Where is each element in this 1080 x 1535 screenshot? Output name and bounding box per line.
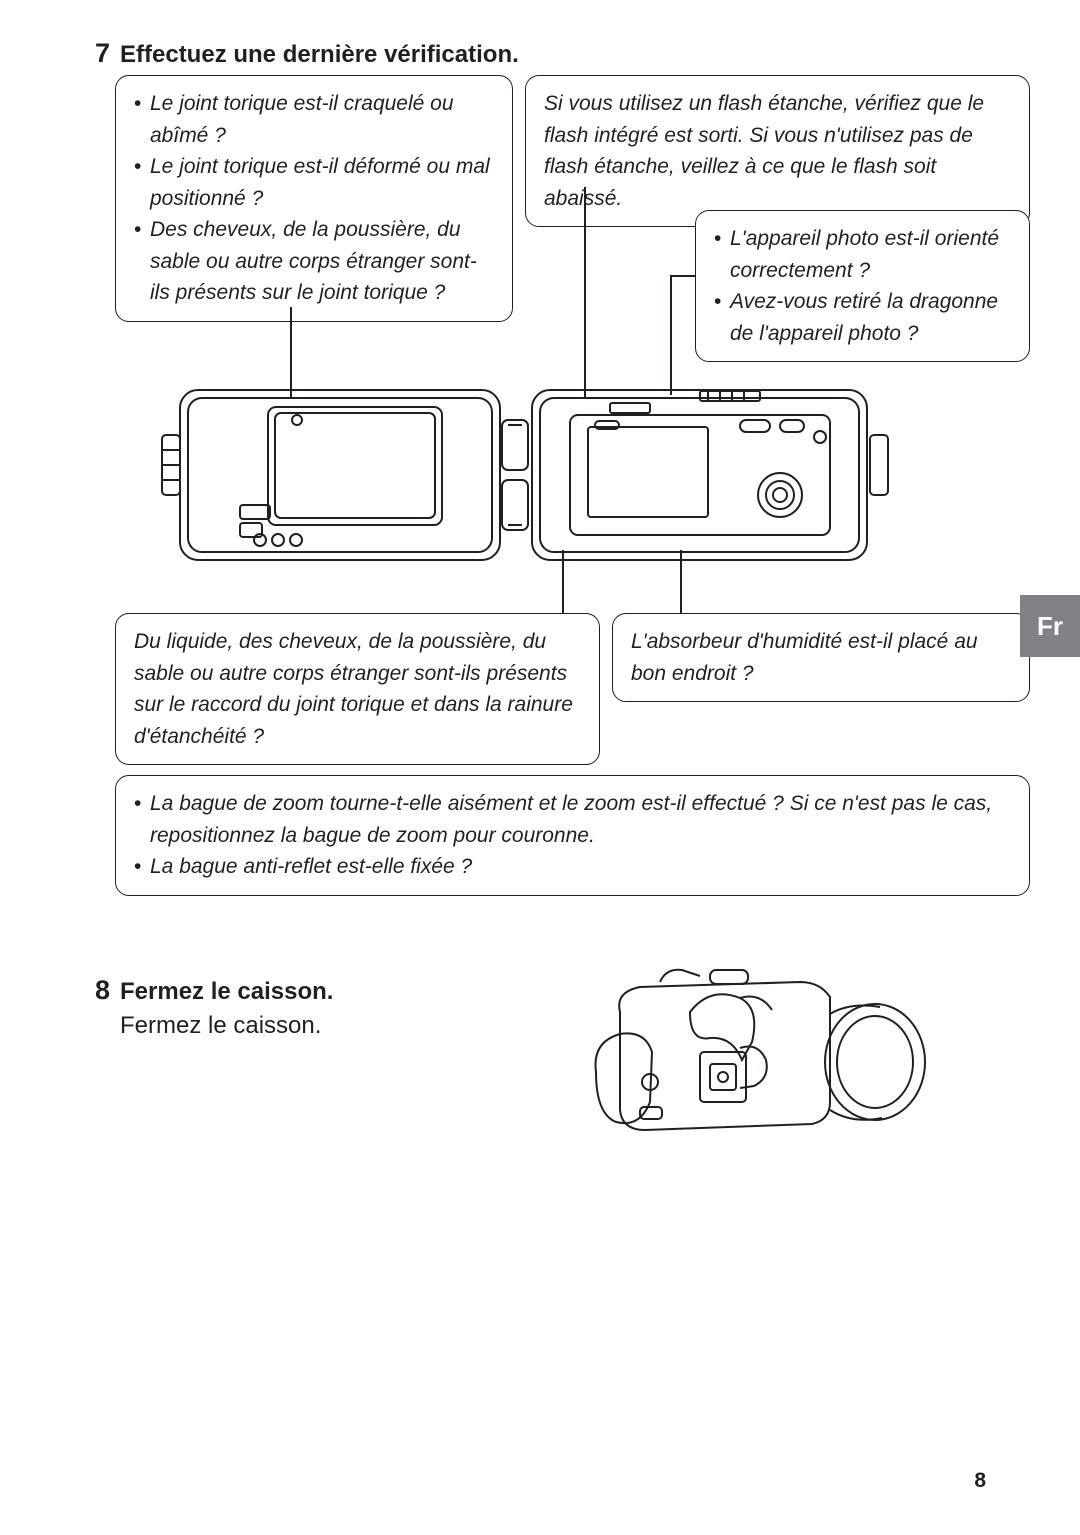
step-7-header: 7 Effectuez une dernière vérification. [90,38,990,69]
closing-illustration [590,952,940,1182]
step-7-number: 7 [90,38,110,69]
callout-item: Avez-vous retiré la dragonne de l'appare… [714,286,1011,349]
callout-item: La bague anti-reflet est-elle fixée ? [134,851,1011,883]
page-number: 8 [974,1469,986,1493]
callout-camera-orientation: L'appareil photo est-il orienté correcte… [695,210,1030,362]
callout-item: La bague de zoom tourne-t-elle aisément … [134,788,1011,851]
step-7-diagram: Le joint torique est-il craquelé ou abîm… [90,75,990,965]
leader-line [670,275,695,277]
step-8-number: 8 [90,975,110,1006]
callout-flash-check: Si vous utilisez un flash étanche, vérif… [525,75,1030,227]
callout-seal-groove: Du liquide, des cheveux, de la poussière… [115,613,600,765]
callout-text: Du liquide, des cheveux, de la poussière… [134,630,573,748]
callout-text: Si vous utilisez un flash étanche, vérif… [544,92,984,210]
leader-line [680,550,682,613]
callout-item: Le joint torique est-il déformé ou mal p… [134,151,494,214]
leader-line [562,550,564,613]
callout-item: Des cheveux, de la poussière, du sable o… [134,214,494,309]
callout-zoom-ring: La bague de zoom tourne-t-elle aisément … [115,775,1030,896]
housing-open-illustration [140,365,910,585]
callout-desiccant: L'absorbeur d'humidité est-il placé au b… [612,613,1030,702]
callout-item: Le joint torique est-il craquelé ou abîm… [134,88,494,151]
language-tab: Fr [1020,595,1080,657]
step-8-title: Fermez le caisson. [120,978,333,1006]
callout-item: L'appareil photo est-il orienté correcte… [714,223,1011,286]
callout-text: L'absorbeur d'humidité est-il placé au b… [631,630,978,685]
page: 7 Effectuez une dernière vérification. L… [0,0,1080,1535]
step-7-title: Effectuez une dernière vérification. [120,41,519,69]
callout-oring-checks: Le joint torique est-il craquelé ou abîm… [115,75,513,322]
